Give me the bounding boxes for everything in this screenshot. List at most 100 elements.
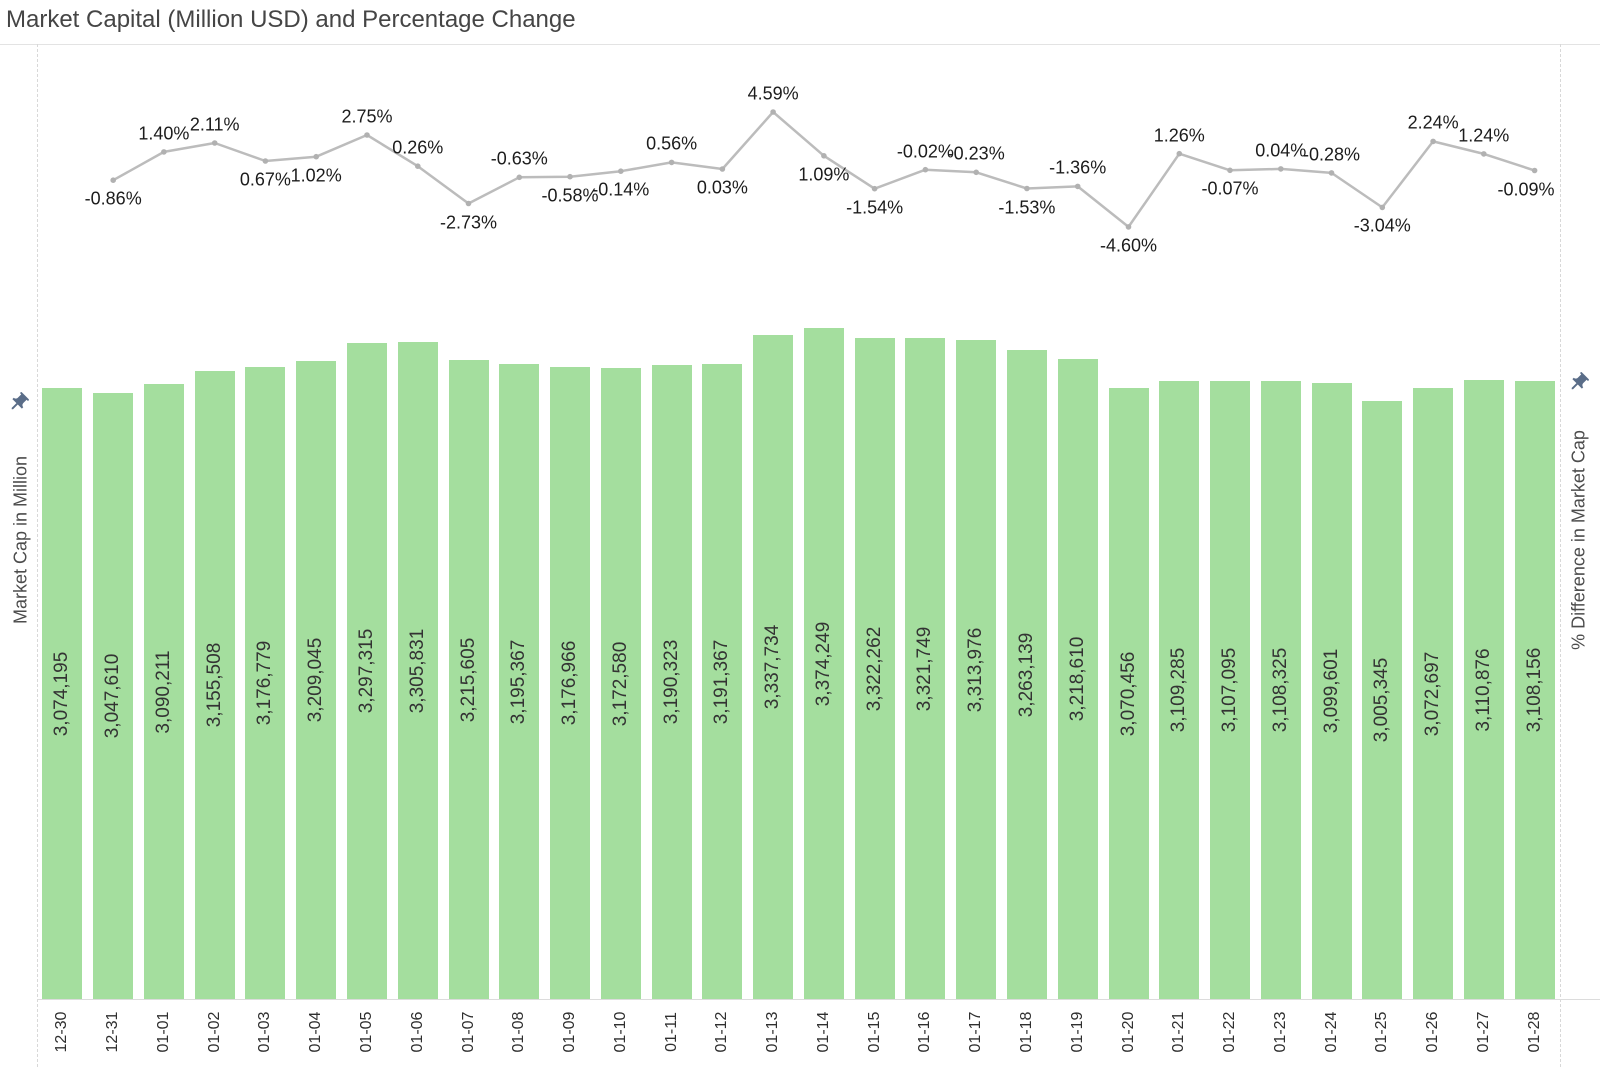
- pushpin-icon[interactable]: [7, 391, 30, 414]
- bar-01-08[interactable]: 3,195,367: [499, 364, 540, 999]
- pct-label-01-26: 2.24%: [1407, 112, 1459, 133]
- line-marker[interactable]: [618, 168, 624, 174]
- line-marker[interactable]: [871, 185, 878, 192]
- bar-01-28[interactable]: 3,108,156: [1514, 381, 1555, 999]
- x-tick-01-25: 01-25: [1373, 1011, 1391, 1053]
- pct-label-01-10: -0.14%: [592, 179, 650, 200]
- x-tick-01-08: 01-08: [510, 1011, 528, 1053]
- line-marker[interactable]: [1379, 204, 1386, 211]
- line-marker[interactable]: [465, 200, 472, 207]
- bar-01-02[interactable]: 3,155,508: [194, 371, 235, 999]
- x-tick-01-20: 01-20: [1119, 1011, 1137, 1053]
- bar-01-20[interactable]: 3,070,456: [1108, 388, 1149, 999]
- line-marker[interactable]: [1481, 151, 1487, 157]
- line-marker[interactable]: [973, 169, 979, 176]
- chart-title: Market Capital (Million USD) and Percent…: [6, 6, 576, 33]
- bar-01-18[interactable]: 3,263,139: [1006, 350, 1047, 999]
- line-marker[interactable]: [770, 109, 776, 115]
- pct-label-01-07: -2.73%: [439, 212, 498, 232]
- line-marker[interactable]: [415, 163, 421, 169]
- x-tick-01-03: 01-03: [256, 1011, 274, 1053]
- x-tick-12-30: 12-30: [53, 1011, 71, 1053]
- bar-01-24[interactable]: 3,099,601: [1311, 383, 1352, 999]
- bar-01-06[interactable]: 3,305,831: [397, 342, 438, 999]
- bar-01-01[interactable]: 3,090,211: [143, 384, 184, 999]
- line-marker[interactable]: [516, 174, 523, 181]
- pct-label-01-28: -0.09%: [1497, 179, 1555, 199]
- line-marker[interactable]: [364, 132, 370, 138]
- line-marker[interactable]: [1430, 138, 1436, 145]
- x-tick-01-12: 01-12: [713, 1011, 731, 1053]
- line-marker[interactable]: [1125, 224, 1132, 230]
- line-marker[interactable]: [1227, 167, 1233, 174]
- x-tick-01-02: 01-02: [205, 1011, 223, 1053]
- x-tick-01-17: 01-17: [967, 1011, 985, 1053]
- x-tick-01-11: 01-11: [662, 1012, 680, 1052]
- x-tick-01-07: 01-07: [459, 1011, 477, 1053]
- line-marker[interactable]: [1024, 185, 1030, 192]
- x-tick-01-23: 01-23: [1271, 1011, 1289, 1053]
- line-marker[interactable]: [1176, 150, 1183, 157]
- bar-01-16[interactable]: 3,321,749: [905, 338, 946, 999]
- bar-01-26[interactable]: 3,072,697: [1413, 388, 1454, 999]
- x-tick-01-27: 01-27: [1474, 1011, 1492, 1053]
- bar-01-09[interactable]: 3,176,966: [550, 367, 590, 999]
- line-marker[interactable]: [313, 153, 320, 160]
- pct-label-01-12: 0.03%: [696, 177, 748, 198]
- x-tick-01-04: 01-04: [307, 1011, 325, 1053]
- line-marker[interactable]: [110, 177, 116, 183]
- bar-01-22[interactable]: 3,107,095: [1210, 381, 1250, 999]
- line-marker[interactable]: [211, 140, 218, 146]
- pct-label-12-31: -0.86%: [84, 188, 142, 209]
- bar-01-21[interactable]: 3,109,285: [1159, 381, 1200, 999]
- x-axis-line: [37, 999, 1600, 1000]
- x-tick-12-31: 12-31: [104, 1011, 122, 1053]
- bar-01-14[interactable]: 3,374,249: [803, 328, 844, 999]
- line-marker[interactable]: [719, 166, 726, 172]
- line-marker[interactable]: [1531, 167, 1538, 174]
- line-marker[interactable]: [668, 159, 675, 166]
- x-tick-01-21: 01-21: [1170, 1011, 1188, 1053]
- pct-label-01-16: -0.02%: [896, 141, 954, 162]
- line-marker[interactable]: [922, 166, 929, 173]
- pct-label-01-02: 2.11%: [189, 114, 240, 135]
- line-marker[interactable]: [821, 153, 827, 159]
- x-tick-01-10: 01-10: [611, 1011, 629, 1053]
- x-tick-01-13: 01-13: [764, 1011, 782, 1053]
- bar-12-30[interactable]: 3,074,195: [42, 388, 83, 999]
- bar-01-17[interactable]: 3,313,976: [956, 340, 997, 999]
- bar-01-05[interactable]: 3,297,315: [347, 343, 387, 999]
- bar-01-11[interactable]: 3,190,323: [651, 365, 692, 999]
- bar-01-23[interactable]: 3,108,325: [1260, 381, 1301, 999]
- pct-label-01-14: 1.09%: [798, 164, 850, 185]
- line-marker[interactable]: [1074, 183, 1081, 190]
- line-marker[interactable]: [567, 173, 573, 180]
- pct-label-01-22: -0.07%: [1201, 178, 1259, 199]
- line-marker[interactable]: [262, 158, 269, 164]
- pct-label-01-25: -3.04%: [1353, 215, 1411, 236]
- bar-01-04[interactable]: 3,209,045: [296, 361, 337, 999]
- right-axis-line: [1560, 44, 1561, 1067]
- pct-label-01-24: -0.28%: [1302, 144, 1361, 165]
- x-tick-01-06: 01-06: [408, 1011, 426, 1053]
- line-marker[interactable]: [1278, 166, 1284, 172]
- line-marker[interactable]: [161, 149, 167, 155]
- bar-01-10[interactable]: 3,172,580: [600, 368, 641, 999]
- bar-01-03[interactable]: 3,176,779: [245, 367, 286, 999]
- pct-label-01-19: -1.36%: [1049, 157, 1107, 178]
- bar-01-12[interactable]: 3,191,367: [702, 364, 743, 999]
- bar-12-31[interactable]: 3,047,610: [93, 393, 134, 999]
- bar-01-25[interactable]: 3,005,345: [1362, 401, 1403, 999]
- bar-01-15[interactable]: 3,322,262: [854, 338, 895, 999]
- bar-01-07[interactable]: 3,215,605: [448, 360, 489, 999]
- x-tick-01-18: 01-18: [1017, 1011, 1035, 1053]
- x-tick-01-01: 01-01: [154, 1011, 172, 1053]
- bar-01-13[interactable]: 3,337,734: [753, 335, 794, 999]
- bar-01-19[interactable]: 3,218,610: [1057, 359, 1098, 999]
- line-marker[interactable]: [1328, 170, 1335, 176]
- x-tick-01-24: 01-24: [1322, 1011, 1340, 1053]
- pushpin-icon[interactable]: [1567, 371, 1590, 394]
- pct-label-01-27: 1.24%: [1458, 125, 1510, 146]
- bar-01-27[interactable]: 3,110,876: [1463, 380, 1504, 999]
